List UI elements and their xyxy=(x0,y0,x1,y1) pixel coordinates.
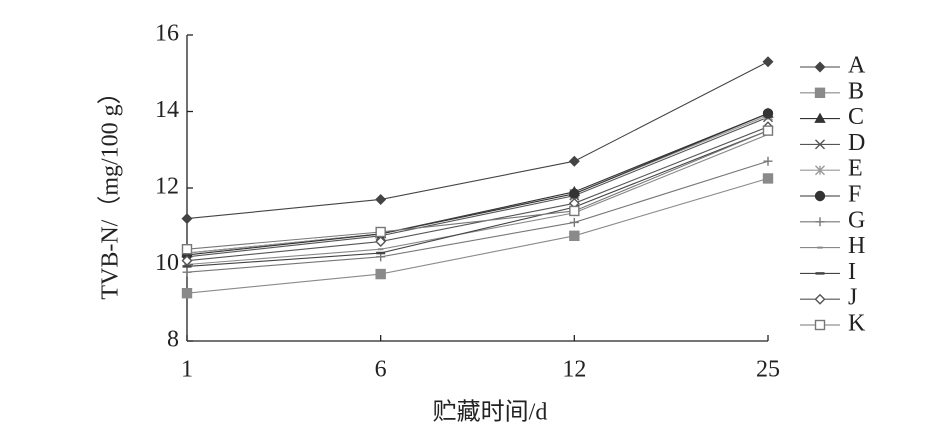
point-part xyxy=(181,255,193,267)
point xyxy=(569,217,579,227)
series-line xyxy=(186,61,769,220)
legend-marker-part xyxy=(814,190,826,202)
y-tick-label: 16 xyxy=(155,21,179,47)
point-part xyxy=(568,155,580,167)
legend-label: K xyxy=(848,311,866,337)
point xyxy=(569,205,580,217)
point-part xyxy=(182,267,192,277)
legend-label: A xyxy=(848,53,866,79)
series-line xyxy=(186,112,769,254)
point-part xyxy=(375,193,387,205)
legend-marker-part xyxy=(815,139,825,150)
point-part xyxy=(181,243,193,255)
point-part xyxy=(763,156,773,166)
legend-marker-part xyxy=(815,165,825,176)
series-line xyxy=(186,130,769,250)
legend-label: G xyxy=(848,207,865,233)
point-part xyxy=(375,236,387,248)
legend-marker xyxy=(815,165,825,176)
point xyxy=(375,226,386,238)
series-line xyxy=(186,133,769,266)
legend-label: H xyxy=(848,233,865,259)
point-part xyxy=(181,287,193,299)
legend-marker xyxy=(815,139,825,150)
legend-marker xyxy=(814,319,826,331)
legend-marker-part xyxy=(814,319,826,331)
y-axis-label: TVB-N/（mg/100 g） xyxy=(98,80,124,299)
legend-label: D xyxy=(848,130,865,156)
y-tick-label: 10 xyxy=(155,250,179,276)
point xyxy=(375,236,387,248)
point-part xyxy=(181,213,193,225)
point xyxy=(182,267,192,277)
point xyxy=(375,193,387,205)
point-part xyxy=(762,173,774,184)
point-part xyxy=(762,108,774,119)
x-tick-label: 6 xyxy=(375,357,387,383)
y-tick-label: 14 xyxy=(155,97,179,123)
x-tick-label: 1 xyxy=(181,357,193,383)
series-line xyxy=(186,130,769,267)
point xyxy=(762,108,774,119)
legend-label: B xyxy=(848,78,864,104)
legend-marker xyxy=(814,112,826,123)
legend-label: I xyxy=(848,259,856,285)
point xyxy=(375,268,386,280)
x-tick-label: 25 xyxy=(756,357,780,383)
point xyxy=(569,188,580,199)
legend-label: F xyxy=(848,182,861,208)
point xyxy=(568,155,580,167)
point-part xyxy=(569,230,580,242)
legend-label: C xyxy=(848,104,864,130)
legend-marker xyxy=(814,190,826,202)
point-part xyxy=(375,268,386,280)
point-part xyxy=(762,125,774,136)
legend-marker-part xyxy=(814,293,826,305)
point xyxy=(762,125,774,136)
point xyxy=(181,243,193,255)
point xyxy=(762,173,774,184)
legend-marker xyxy=(814,87,826,99)
y-tick-label: 8 xyxy=(167,327,179,353)
series-line xyxy=(186,112,769,256)
legend-marker-part xyxy=(814,112,826,123)
series-line xyxy=(186,116,769,258)
legend-marker xyxy=(814,61,826,73)
legend-marker-part xyxy=(814,61,826,73)
x-tick-label: 12 xyxy=(562,357,586,383)
legend-marker-part xyxy=(814,87,826,99)
legend-marker xyxy=(815,217,825,227)
series-line xyxy=(186,177,769,294)
point xyxy=(763,156,773,166)
point xyxy=(569,230,580,242)
point xyxy=(181,255,193,267)
point xyxy=(181,213,193,225)
legend-label: E xyxy=(848,156,863,182)
legend-label: J xyxy=(848,285,857,311)
x-axis-label: 贮藏时间/d xyxy=(433,399,548,426)
point-part xyxy=(569,205,580,217)
y-tick-label: 12 xyxy=(155,174,179,200)
series-line xyxy=(186,126,769,262)
series-line xyxy=(186,160,769,273)
point-part xyxy=(375,226,386,238)
point-part xyxy=(569,188,580,199)
point-part xyxy=(762,56,774,68)
point xyxy=(762,56,774,68)
point xyxy=(181,287,193,299)
legend-marker xyxy=(814,293,826,305)
legend-marker-part xyxy=(815,217,825,227)
series-line xyxy=(186,114,769,254)
point-part xyxy=(569,217,579,227)
